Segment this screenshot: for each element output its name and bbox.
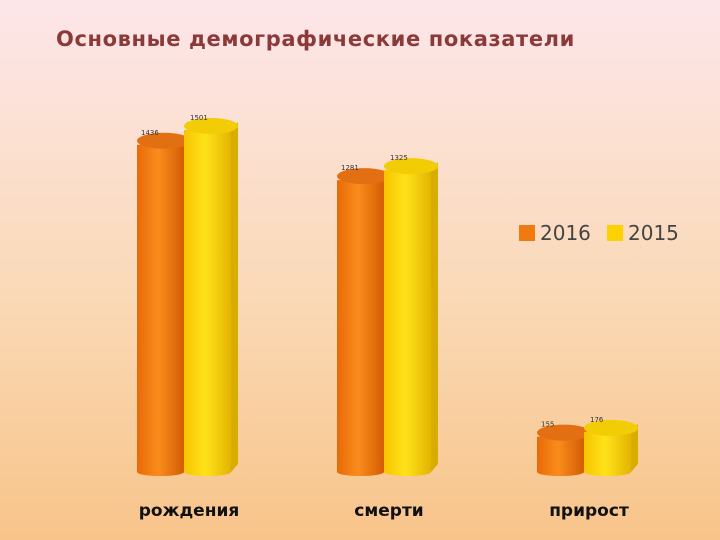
data-label: 176	[590, 416, 604, 424]
x-tick-label: прирост	[549, 501, 629, 521]
data-label: 1436	[141, 129, 159, 137]
data-label: 1325	[390, 154, 408, 162]
bar-2015-0	[184, 118, 238, 476]
data-label: 155	[541, 421, 554, 429]
data-label: 1501	[190, 114, 208, 122]
x-tick-label: рождения	[139, 501, 240, 521]
chart-title: Основные демографические показатели	[56, 27, 575, 51]
legend: 2016 2015	[519, 221, 679, 245]
legend-swatch-2016	[519, 225, 535, 241]
bar-2015-2	[584, 419, 638, 476]
bar-2016-0	[137, 132, 191, 476]
legend-swatch-2015	[607, 225, 623, 241]
bar-2015-1	[384, 158, 438, 477]
bar-2016-2	[537, 424, 591, 476]
bar-2016-1	[337, 168, 391, 476]
x-tick-label: смерти	[354, 501, 423, 521]
legend-label-2016: 2016	[540, 221, 591, 245]
legend-label-2015: 2015	[628, 221, 679, 245]
data-label: 1281	[341, 164, 359, 172]
